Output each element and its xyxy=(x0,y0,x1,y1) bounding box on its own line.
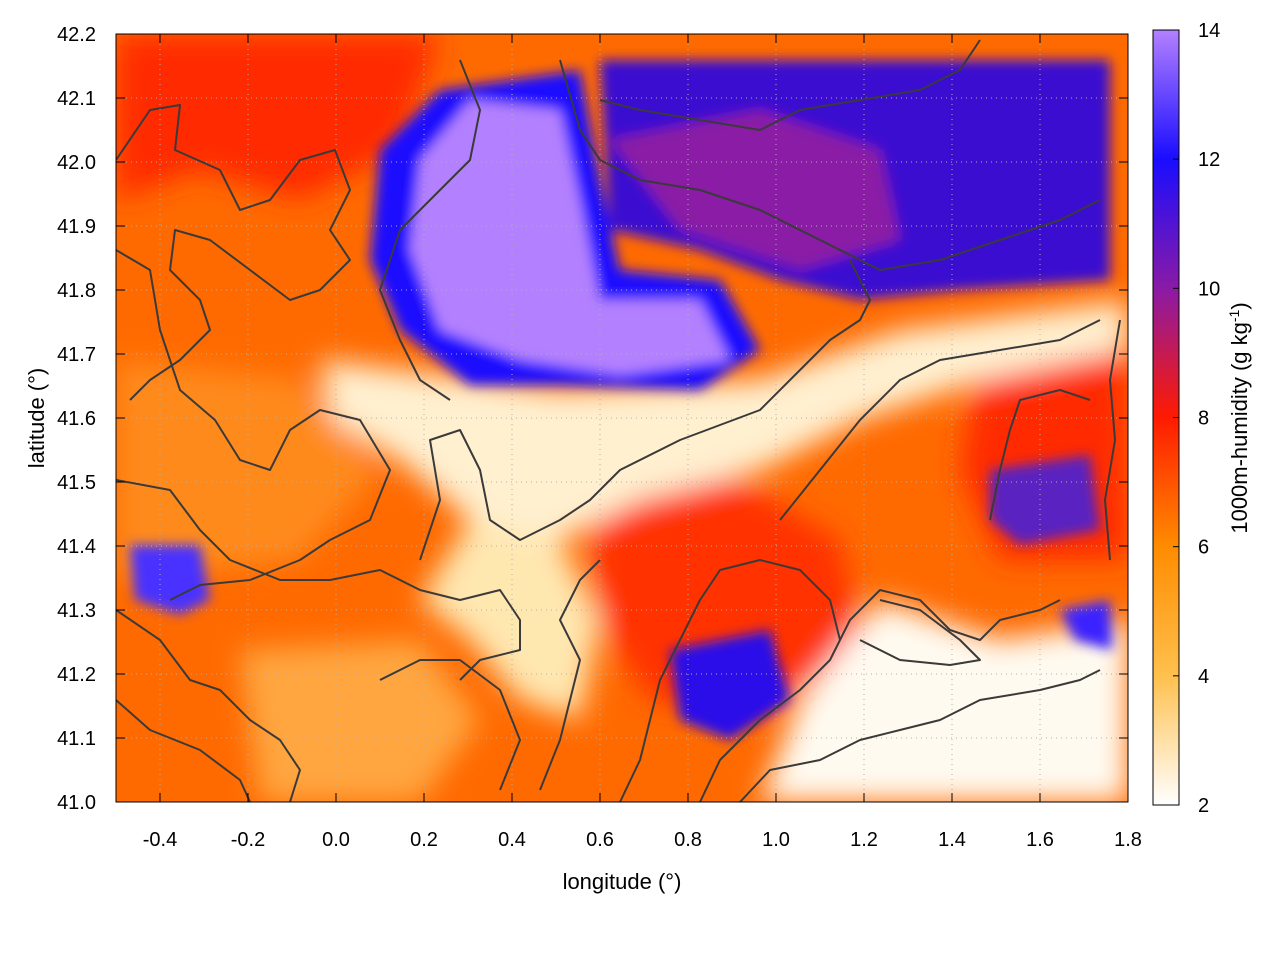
colorbar-title-tail: ) xyxy=(1227,302,1252,309)
field-northwest-red xyxy=(116,34,440,200)
field-dry-band xyxy=(320,300,1128,540)
contour-line xyxy=(1104,319,1121,561)
contour-line xyxy=(116,104,351,401)
contour-line xyxy=(116,249,391,601)
y-tick-label: 41.1 xyxy=(57,728,96,750)
grid-lines xyxy=(116,33,1129,803)
x-tick-label: 0.6 xyxy=(586,829,614,851)
colorbar-ticks: 2 4 6 8 10 12 14 xyxy=(1173,20,1220,817)
y-tick-label: 42.1 xyxy=(57,88,96,110)
field-moist-south xyxy=(670,630,790,740)
contour-line xyxy=(539,559,601,791)
x-tick-label: 0.8 xyxy=(674,829,702,851)
colorbar: 2 4 6 8 10 12 14 1000m-humidity (g kg-1) xyxy=(1152,20,1252,817)
x-tick-label: 1.8 xyxy=(1114,829,1142,851)
contour-line xyxy=(619,559,841,802)
colorbar-tick-label: 6 xyxy=(1198,537,1209,559)
y-tick-label: 42.2 xyxy=(57,24,96,46)
field-northeast-purple xyxy=(610,110,900,270)
y-axis: 41.0 41.1 41.2 41.3 41.4 41.5 41.6 41.7 41.8 41.9… xyxy=(57,24,1128,814)
field-dry-channel xyxy=(420,520,600,720)
field-moist-east-edge xyxy=(1060,600,1112,650)
contour-line xyxy=(379,659,521,791)
contour-line xyxy=(739,669,1101,802)
colorbar-tick-label: 14 xyxy=(1198,20,1220,42)
y-axis-title: latitude (°) xyxy=(24,368,49,469)
contour-line xyxy=(859,599,981,666)
field-south-red xyxy=(590,470,860,720)
y-tick-label: 41.2 xyxy=(57,664,96,686)
contour-line xyxy=(989,389,1091,521)
x-tick-label: 0.0 xyxy=(322,829,350,851)
field-moist-north-core xyxy=(410,100,730,375)
x-tick-label: 1.4 xyxy=(938,829,966,851)
x-tick-label: -0.4 xyxy=(143,829,177,851)
contour-line xyxy=(419,259,871,561)
y-tick-label: 41.6 xyxy=(57,408,96,430)
field-southwest-pale xyxy=(240,640,480,802)
x-axis-title: longitude (°) xyxy=(563,869,682,894)
terrain-contours xyxy=(116,39,1121,802)
colorbar-tick-label: 4 xyxy=(1198,666,1209,688)
y-tick-label: 41.7 xyxy=(57,344,96,366)
contour-line xyxy=(559,59,1101,271)
colorbar-title-sup: -1 xyxy=(1226,309,1242,322)
colorbar-tick-label: 10 xyxy=(1198,278,1220,300)
contour-line xyxy=(779,319,1101,521)
x-tick-label: 1.2 xyxy=(850,829,878,851)
contour-line xyxy=(116,609,301,802)
colorbar-title: 1000m-humidity (g kg-1) xyxy=(1226,302,1252,533)
heatmap-moist-cores xyxy=(130,60,1112,740)
y-tick-label: 41.5 xyxy=(57,472,96,494)
field-dry-southeast xyxy=(760,600,1128,802)
contour-line xyxy=(379,59,481,401)
field-moist-west xyxy=(130,545,210,615)
y-tick-label: 41.0 xyxy=(57,792,96,814)
y-tick-label: 41.9 xyxy=(57,216,96,238)
field-moist-east xyxy=(990,455,1100,545)
colorbar-tick-label: 2 xyxy=(1198,795,1209,817)
contour-line xyxy=(116,699,251,802)
x-axis: -0.4 -0.2 0.0 0.2 0.4 0.6 0.8 1.0 1.2 1.4 1.6 1.8 xyxy=(143,34,1142,851)
y-tick-label: 42.0 xyxy=(57,152,96,174)
colorbar-title-base: 1000m-humidity (g kg xyxy=(1227,322,1252,534)
colorbar-tick-label: 12 xyxy=(1198,149,1220,171)
contour-line xyxy=(599,39,981,131)
y-tick-label: 41.3 xyxy=(57,600,96,622)
contour-line xyxy=(699,589,1061,802)
colorbar-tick-label: 8 xyxy=(1198,408,1209,430)
x-tick-label: -0.2 xyxy=(231,829,265,851)
x-tick-label: 1.6 xyxy=(1026,829,1054,851)
y-tick-label: 41.4 xyxy=(57,536,96,558)
x-tick-label: 1.0 xyxy=(762,829,790,851)
x-tick-label: 0.4 xyxy=(498,829,526,851)
x-tick-label: 0.2 xyxy=(410,829,438,851)
contour-line xyxy=(116,479,521,681)
y-tick-label: 41.8 xyxy=(57,280,96,302)
